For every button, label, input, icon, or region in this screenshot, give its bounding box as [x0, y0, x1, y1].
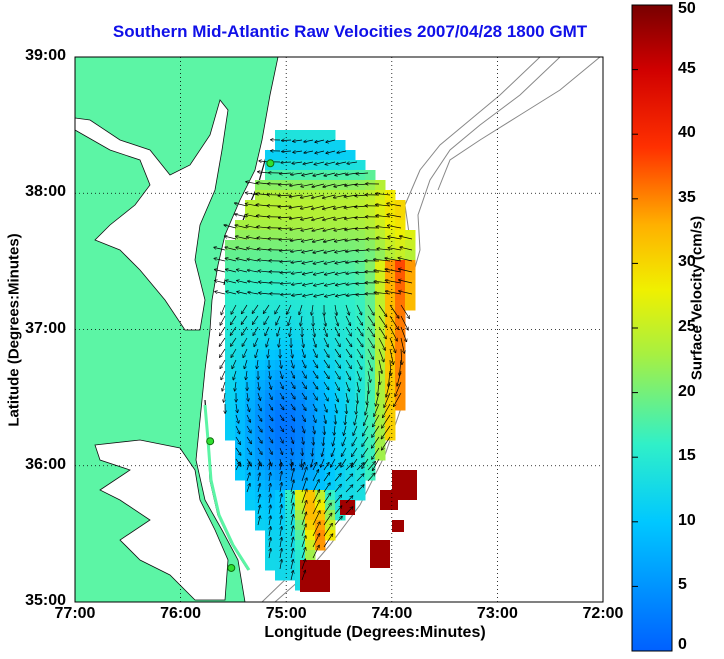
colorbar-tick-label: 10 — [678, 511, 696, 529]
lon-tick-label: 72:00 — [582, 605, 624, 622]
colorbar-label: Surface Velocity (cm/s) — [688, 215, 706, 381]
radar-station-marker — [206, 437, 215, 446]
lon-tick-label: 75:00 — [265, 605, 307, 622]
lat-tick-label: 39:00 — [25, 47, 66, 64]
radar-station-marker — [266, 159, 275, 168]
x-axis-label: Longitude (Degrees:Minutes) — [264, 624, 486, 641]
colorbar-tick-label: 0 — [678, 636, 687, 653]
plot-frame — [74, 56, 604, 603]
colorbar — [631, 4, 673, 652]
velocity-arrows — [214, 140, 413, 581]
colorbar-tick-label: 5 — [678, 576, 687, 594]
colorbar-tick-label: 30 — [678, 253, 696, 271]
chesapeake-bay — [75, 99, 229, 331]
y-axis-label: Latitude (Degrees:Minutes) — [5, 233, 23, 427]
graticule — [75, 57, 603, 602]
colorbar-tick-label: 45 — [678, 59, 696, 77]
lat-tick-label: 36:00 — [25, 455, 66, 473]
pamlico-sound — [94, 439, 229, 601]
lat-tick-label: 37:00 — [25, 319, 66, 337]
map-title: Southern Mid-Atlantic Raw Velocities 200… — [112, 22, 588, 41]
lat-tick-label: 38:00 — [25, 183, 66, 201]
colorbar-tick-label: 50 — [678, 0, 696, 17]
radar-station-marker — [227, 563, 236, 572]
colorbar-tick-label: 40 — [678, 124, 696, 142]
radar-stations — [206, 159, 275, 572]
colorbar-tick-label: 25 — [678, 318, 696, 335]
lon-tick-label: 73:00 — [476, 605, 518, 622]
lon-tick-label: 74:00 — [371, 605, 413, 622]
lat-tick-label: 35:00 — [25, 592, 66, 609]
colorbar-tick-label: 15 — [678, 447, 696, 465]
colorbar-tick-label: 20 — [678, 382, 696, 400]
colorbar-tick-label: 35 — [678, 188, 696, 206]
lon-tick-label: 76:00 — [160, 605, 202, 622]
lon-tick-label: 77:00 — [54, 605, 96, 622]
